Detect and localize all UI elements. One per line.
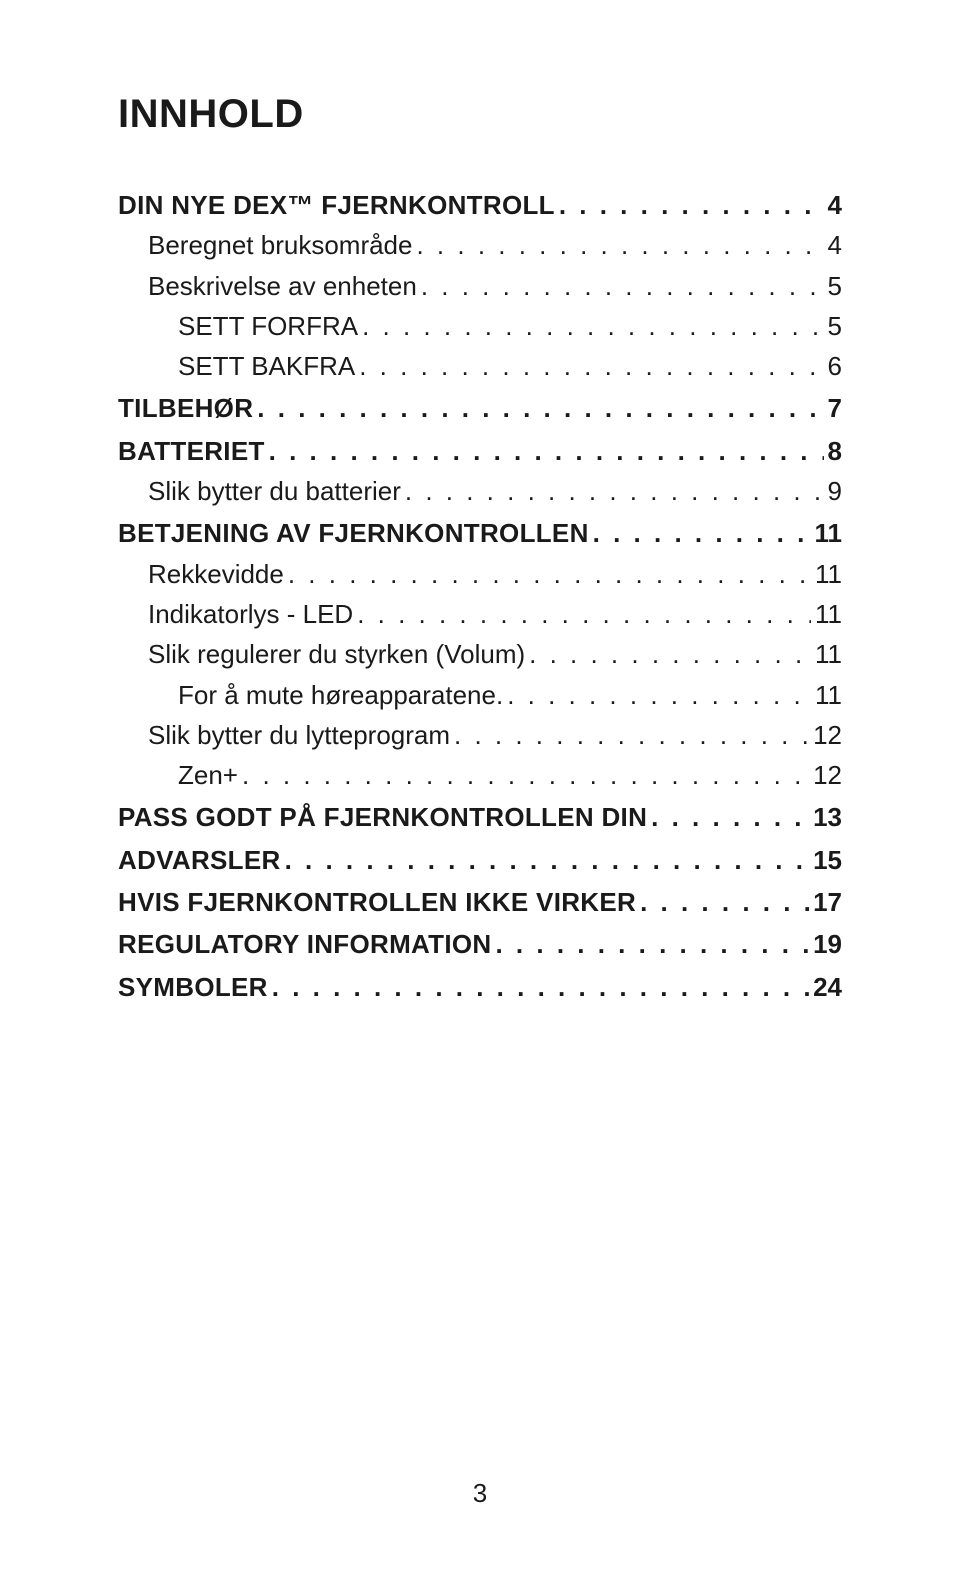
toc-page: 7 [824, 388, 842, 428]
toc-leader-dots [265, 431, 824, 471]
toc-label: TILBEHØR [118, 388, 253, 428]
toc-page: 11 [811, 594, 842, 634]
toc-label: HVIS FJERNKONTROLLEN IKKE VIRKER [118, 882, 636, 922]
toc-row: TILBEHØR 7 [118, 388, 842, 428]
toc-row: Zen+ 12 [118, 755, 842, 795]
toc-row: HVIS FJERNKONTROLLEN IKKE VIRKER 17 [118, 882, 842, 922]
toc-row: Rekkevidde 11 [118, 554, 842, 594]
toc-label: Zen+ [178, 755, 238, 795]
toc-row: ADVARSLER 15 [118, 840, 842, 880]
toc-row: REGULATORY INFORMATION 19 [118, 924, 842, 964]
toc-page: 17 [809, 882, 842, 922]
toc-page: 13 [809, 797, 842, 837]
toc-leader-dots [281, 840, 810, 880]
toc-leader-dots [358, 306, 823, 346]
toc-page: 11 [811, 554, 842, 594]
toc-label: PASS GODT PÅ FJERNKONTROLLEN DIN [118, 797, 647, 837]
toc-page: 12 [809, 755, 842, 795]
toc-row: Slik regulerer du styrken (Volum) 11 [118, 634, 842, 674]
page-number: 3 [0, 1478, 960, 1509]
toc-leader-dots [647, 797, 809, 837]
toc-page: 5 [824, 266, 842, 306]
toc-leader-dots [268, 967, 809, 1007]
toc-row: Slik bytter du batterier 9 [118, 471, 842, 511]
toc-leader-dots [555, 185, 824, 225]
toc-leader-dots [353, 594, 811, 634]
toc-row: BETJENING AV FJERNKONTROLLEN 11 [118, 513, 842, 553]
toc-page: 19 [809, 924, 842, 964]
toc-leader-dots [238, 755, 809, 795]
toc-label: Slik bytter du batterier [148, 471, 401, 511]
toc-leader-dots [503, 675, 811, 715]
toc-leader-dots [253, 388, 823, 428]
toc-row: SETT BAKFRA 6 [118, 346, 842, 386]
toc-page: 4 [824, 185, 842, 225]
toc-label: ADVARSLER [118, 840, 281, 880]
toc-label: SETT FORFRA [178, 306, 358, 346]
toc-label: BETJENING AV FJERNKONTROLLEN [118, 513, 589, 553]
toc-row: BATTERIET 8 [118, 431, 842, 471]
toc-label: Slik bytter du lytteprogram [148, 715, 450, 755]
toc-row: DIN NYE DEX™ FJERNKONTROLL 4 [118, 185, 842, 225]
toc-leader-dots [589, 513, 811, 553]
toc-leader-dots [636, 882, 809, 922]
toc-page: 8 [824, 431, 842, 471]
toc-label: SYMBOLER [118, 967, 268, 1007]
toc-row: Beskrivelse av enheten 5 [118, 266, 842, 306]
toc-leader-dots [417, 266, 824, 306]
toc-label: Beskrivelse av enheten [148, 266, 417, 306]
toc-row: PASS GODT PÅ FJERNKONTROLLEN DIN 13 [118, 797, 842, 837]
toc-label: BATTERIET [118, 431, 265, 471]
toc-page: 24 [809, 967, 842, 1007]
toc-page: 11 [811, 634, 842, 674]
toc-leader-dots [284, 554, 811, 594]
toc-row: Beregnet bruksområde 4 [118, 225, 842, 265]
toc-page: 5 [824, 306, 842, 346]
page-title: INNHOLD [118, 92, 842, 137]
toc-leader-dots [401, 471, 824, 511]
toc-row: SYMBOLER 24 [118, 967, 842, 1007]
toc-leader-dots [491, 924, 809, 964]
toc-label: Beregnet bruksområde [148, 225, 412, 265]
toc-page: 12 [809, 715, 842, 755]
toc-label: DIN NYE DEX™ FJERNKONTROLL [118, 185, 555, 225]
toc-label: Indikatorlys - LED [148, 594, 353, 634]
toc-label: Slik regulerer du styrken (Volum) [148, 634, 525, 674]
toc-row: For å mute høreapparatene. 11 [118, 675, 842, 715]
toc-label: SETT BAKFRA [178, 346, 355, 386]
toc-page: 9 [824, 471, 842, 511]
toc-page: 6 [824, 346, 842, 386]
toc-label: REGULATORY INFORMATION [118, 924, 491, 964]
toc-leader-dots [450, 715, 809, 755]
toc-label: Rekkevidde [148, 554, 284, 594]
toc-page: 11 [811, 675, 842, 715]
toc-label: For å mute høreapparatene. [178, 675, 503, 715]
toc-leader-dots [355, 346, 823, 386]
toc-page: 15 [809, 840, 842, 880]
table-of-contents: DIN NYE DEX™ FJERNKONTROLL4Beregnet bruk… [118, 185, 842, 1007]
toc-leader-dots [412, 225, 823, 265]
toc-leader-dots [525, 634, 811, 674]
toc-row: Indikatorlys - LED 11 [118, 594, 842, 634]
toc-row: Slik bytter du lytteprogram 12 [118, 715, 842, 755]
toc-page: 11 [811, 513, 843, 553]
toc-row: SETT FORFRA 5 [118, 306, 842, 346]
toc-page: 4 [824, 225, 842, 265]
